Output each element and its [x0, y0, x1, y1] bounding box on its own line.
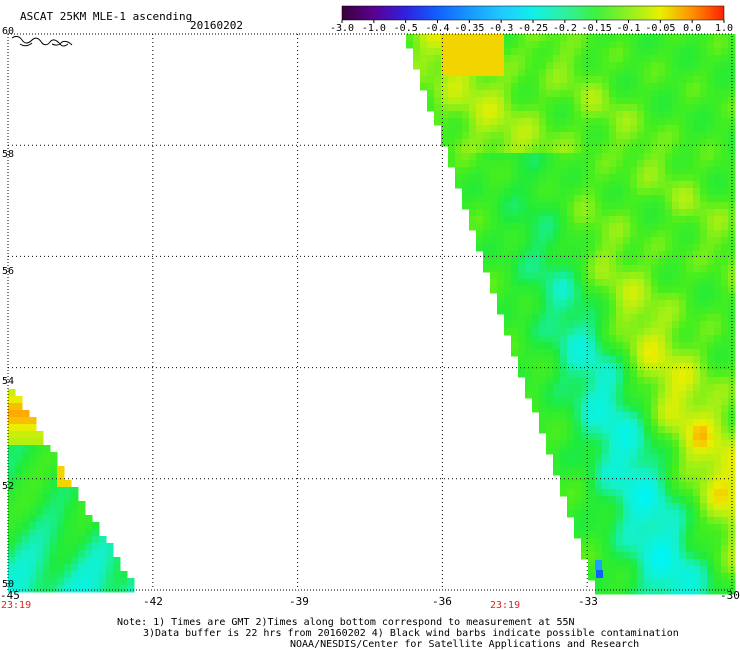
lat-label-54: 54 — [2, 376, 15, 387]
colorbar-label: -0.05 — [645, 23, 676, 34]
time-label-right: 23:19 — [490, 600, 521, 611]
lon-label-39: -39 — [289, 595, 309, 608]
colorbar-label: -1.0 — [361, 23, 386, 34]
colorbar-label: -0.2 — [552, 23, 577, 34]
colorbar-label: -0.4 — [425, 23, 450, 34]
colorbar-label: -0.5 — [393, 23, 418, 34]
lat-label-58: 58 — [2, 149, 15, 160]
colorbar-label: -0.15 — [581, 23, 612, 34]
colorbar-label: -0.25 — [518, 23, 549, 34]
lon-label-42: -42 — [143, 595, 163, 608]
coastline — [11, 35, 73, 47]
colorbar-label: -0.3 — [489, 23, 514, 34]
product-title: ASCAT 25KM MLE-1 ascending — [20, 10, 193, 23]
note-line-1: Note: 1) Times are GMT 2)Times along bot… — [117, 617, 575, 628]
lon-label-33: -33 — [578, 595, 598, 608]
lon-label-45: -45 — [0, 589, 20, 602]
product-date: 20160202 — [190, 19, 243, 32]
colorbar-label: 0.0 — [683, 23, 702, 34]
colorbar-label: -0.35 — [454, 23, 485, 34]
lat-lon-grid — [8, 34, 732, 590]
note-line-2: 3)Data buffer is 22 hrs from 20160202 4)… — [143, 628, 679, 639]
colorbar-label: 1.0 — [715, 23, 734, 34]
colorbar-label: -3.0 — [330, 23, 355, 34]
lat-label-56: 56 — [2, 266, 15, 277]
lat-label-52: 52 — [2, 481, 15, 492]
time-label-left: 23:19 — [1, 600, 32, 611]
colorbar — [341, 5, 725, 23]
lon-label-36: -36 — [432, 595, 452, 608]
lon-label-30: -30 — [720, 589, 740, 602]
lat-label-50: 50 — [2, 579, 15, 590]
map-frame — [7, 33, 733, 591]
colorbar-label: -0.1 — [616, 23, 641, 34]
lat-label-60: 60 — [2, 26, 15, 37]
note-line-3: NOAA/NESDIS/Center for Satellite Applica… — [290, 639, 640, 650]
data-swaths — [8, 34, 736, 595]
